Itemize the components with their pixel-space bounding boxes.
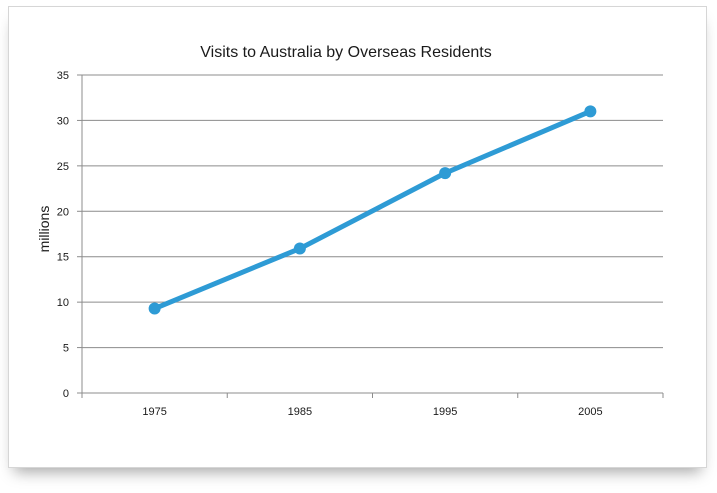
y-tick-label-5: 5 [63,343,69,355]
data-series [148,105,597,315]
y-tick-label-20: 20 [57,206,69,218]
y-tick-label-35: 35 [57,70,69,82]
x-axis [81,75,664,398]
chart-card [8,6,707,468]
series-line-0 [152,108,593,312]
data-point-1995 [439,167,452,180]
y-tick-label-10: 10 [57,297,69,309]
x-tick-label-1975: 1975 [142,406,166,418]
chart-title: Visits to Australia by Overseas Resident… [200,44,491,61]
y-axis-label: millions [36,206,52,253]
x-axis-ticks: 1975 1985 1995 2005 [142,406,602,418]
data-point-1985 [293,242,306,255]
y-tick-label-15: 15 [57,252,69,264]
y-tick-label-25: 25 [57,161,69,173]
y-axis-ticks: 0 5 10 15 20 25 30 35 [57,70,82,400]
data-point-1975 [148,302,161,315]
x-tick-label-1995: 1995 [433,406,457,418]
x-tick-label-1985: 1985 [288,406,312,418]
x-tick-label-2005: 2005 [578,406,602,418]
data-point-2005 [584,105,597,118]
y-tick-label-0: 0 [63,388,69,400]
y-tick-label-30: 30 [57,115,69,127]
